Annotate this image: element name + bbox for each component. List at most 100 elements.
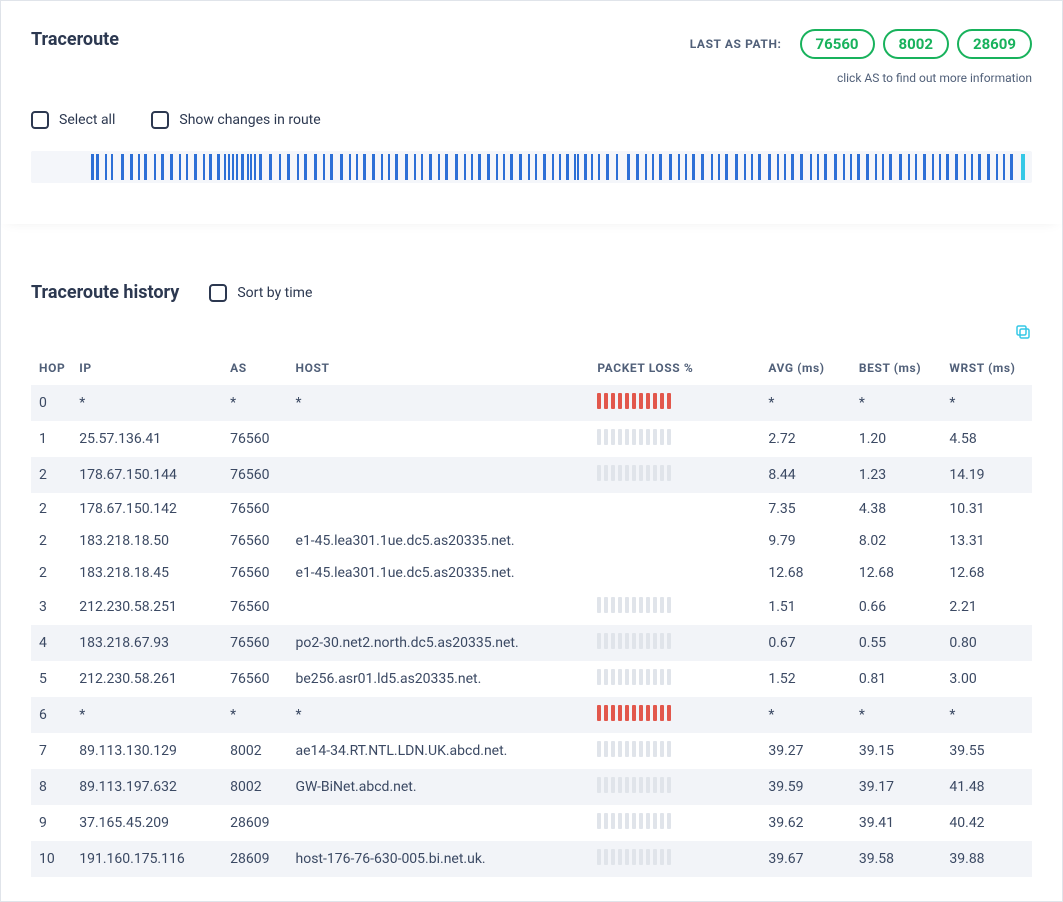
timeline-tick bbox=[645, 154, 647, 180]
timeline-tick bbox=[161, 154, 164, 180]
timeline-tick bbox=[154, 154, 156, 180]
timeline-tick bbox=[711, 154, 713, 180]
cell-ip: 89.113.130.129 bbox=[71, 733, 222, 769]
timeline-barcode[interactable] bbox=[31, 151, 1032, 183]
hops-table: HOP IP AS HOST PACKET LOSS % AVG (ms) BE… bbox=[31, 351, 1032, 877]
cell-as: 76560 bbox=[222, 421, 287, 457]
cell-as: 28609 bbox=[222, 841, 287, 877]
table-row[interactable]: 5212.230.58.26176560be256.asr01.ld5.as20… bbox=[31, 661, 1032, 697]
copy-icon[interactable] bbox=[1014, 323, 1032, 341]
timeline-tick bbox=[751, 154, 753, 180]
cell-ip: 37.165.45.209 bbox=[71, 805, 222, 841]
table-row[interactable]: 889.113.197.6328002GW-BiNet.abcd.net.39.… bbox=[31, 769, 1032, 805]
timeline-tick bbox=[1021, 154, 1025, 180]
timeline-tick bbox=[955, 154, 958, 180]
cell-avg: 7.35 bbox=[760, 493, 851, 525]
checkbox-box-icon bbox=[151, 111, 169, 129]
timeline-tick bbox=[314, 154, 317, 180]
cell-host bbox=[288, 421, 590, 457]
table-row[interactable]: 789.113.130.1298002ae14-34.RT.NTL.LDN.UK… bbox=[31, 733, 1032, 769]
col-hop-header: HOP bbox=[31, 351, 71, 385]
cell-wrst: 39.55 bbox=[941, 733, 1032, 769]
cell-ip: 25.57.136.41 bbox=[71, 421, 222, 457]
cell-ip: 178.67.150.144 bbox=[71, 457, 222, 493]
cell-host: e1-45.lea301.1ue.dc5.as20335.net. bbox=[288, 525, 590, 557]
cell-best: 0.66 bbox=[851, 589, 942, 625]
timeline-tick bbox=[932, 154, 934, 180]
timeline-tick bbox=[777, 154, 779, 180]
history-panel: Traceroute history Sort by time HOP IP bbox=[1, 254, 1062, 901]
table-row[interactable]: 4183.218.67.9376560po2-30.net2.north.dc5… bbox=[31, 625, 1032, 661]
cell-best: 0.55 bbox=[851, 625, 942, 661]
timeline-tick bbox=[701, 154, 704, 180]
col-avg-header: AVG (ms) bbox=[760, 351, 851, 385]
table-row[interactable]: 3212.230.58.251765601.510.662.21 bbox=[31, 589, 1032, 625]
timeline-tick bbox=[121, 154, 124, 180]
cell-host: e1-45.lea301.1ue.dc5.as20335.net. bbox=[288, 557, 590, 589]
timeline-tick bbox=[810, 154, 812, 180]
timeline-tick bbox=[866, 154, 869, 180]
timeline-tick bbox=[850, 154, 852, 180]
cell-avg: 9.79 bbox=[760, 525, 851, 557]
cell-wrst: 2.21 bbox=[941, 589, 1032, 625]
timeline-tick bbox=[372, 154, 375, 180]
cell-wrst: 40.42 bbox=[941, 805, 1032, 841]
cell-hop: 4 bbox=[31, 625, 71, 661]
select-all-checkbox[interactable]: Select all bbox=[31, 111, 115, 129]
timeline-tick bbox=[487, 154, 490, 180]
packet-loss-bars bbox=[597, 393, 671, 409]
as-pill[interactable]: 28609 bbox=[957, 29, 1032, 59]
cell-best: 1.23 bbox=[851, 457, 942, 493]
table-row[interactable]: 2178.67.150.142765607.354.3810.31 bbox=[31, 493, 1032, 525]
timeline-tick bbox=[363, 154, 366, 180]
table-row[interactable]: 2183.218.18.4576560e1-45.lea301.1ue.dc5.… bbox=[31, 557, 1032, 589]
table-row[interactable]: 10191.160.175.11628609host-176-76-630-00… bbox=[31, 841, 1032, 877]
cell-host: be256.asr01.ld5.as20335.net. bbox=[288, 661, 590, 697]
table-row[interactable]: 2178.67.150.144765608.441.2314.19 bbox=[31, 457, 1032, 493]
cell-host: GW-BiNet.abcd.net. bbox=[288, 769, 590, 805]
sort-by-time-label: Sort by time bbox=[237, 285, 312, 301]
timeline-tick bbox=[297, 154, 299, 180]
timeline-tick bbox=[577, 154, 579, 180]
timeline-tick bbox=[685, 154, 687, 180]
show-changes-checkbox[interactable]: Show changes in route bbox=[151, 111, 320, 129]
cell-as: * bbox=[222, 385, 287, 421]
cell-hop: 10 bbox=[31, 841, 71, 877]
timeline-tick bbox=[91, 154, 94, 180]
cell-as: 76560 bbox=[222, 557, 287, 589]
timeline-tick bbox=[834, 154, 837, 180]
timeline-tick bbox=[388, 154, 390, 180]
table-row[interactable]: 6****** bbox=[31, 697, 1032, 733]
cell-avg: 39.27 bbox=[760, 733, 851, 769]
as-pill[interactable]: 76560 bbox=[800, 29, 875, 59]
cell-packet-loss bbox=[589, 769, 760, 805]
cell-hop: 2 bbox=[31, 525, 71, 557]
table-row[interactable]: 937.165.45.2092860939.6239.4140.42 bbox=[31, 805, 1032, 841]
sort-by-time-checkbox[interactable]: Sort by time bbox=[209, 284, 312, 302]
timeline-tick bbox=[429, 154, 432, 180]
table-row[interactable]: 0****** bbox=[31, 385, 1032, 421]
cell-best: * bbox=[851, 385, 942, 421]
as-hint: click AS to find out more information bbox=[690, 71, 1032, 85]
cell-as: 76560 bbox=[222, 493, 287, 525]
timeline-tick bbox=[669, 154, 672, 180]
as-pill[interactable]: 8002 bbox=[883, 29, 949, 59]
cell-avg: 39.67 bbox=[760, 841, 851, 877]
timeline-tick bbox=[496, 154, 498, 180]
packet-loss-bars bbox=[597, 429, 671, 445]
cell-hop: 7 bbox=[31, 733, 71, 769]
cell-best: 39.15 bbox=[851, 733, 942, 769]
cell-wrst: * bbox=[941, 697, 1032, 733]
timeline-tick bbox=[535, 154, 537, 180]
table-row[interactable]: 125.57.136.41765602.721.204.58 bbox=[31, 421, 1032, 457]
cell-packet-loss bbox=[589, 841, 760, 877]
table-row[interactable]: 2183.218.18.5076560e1-45.lea301.1ue.dc5.… bbox=[31, 525, 1032, 557]
cell-best: * bbox=[851, 697, 942, 733]
cell-packet-loss bbox=[589, 421, 760, 457]
cell-wrst: 4.58 bbox=[941, 421, 1032, 457]
cell-avg: 1.51 bbox=[760, 589, 851, 625]
timeline-tick bbox=[559, 154, 561, 180]
timeline-tick bbox=[758, 154, 761, 180]
cell-as: 28609 bbox=[222, 805, 287, 841]
cell-wrst: 39.88 bbox=[941, 841, 1032, 877]
